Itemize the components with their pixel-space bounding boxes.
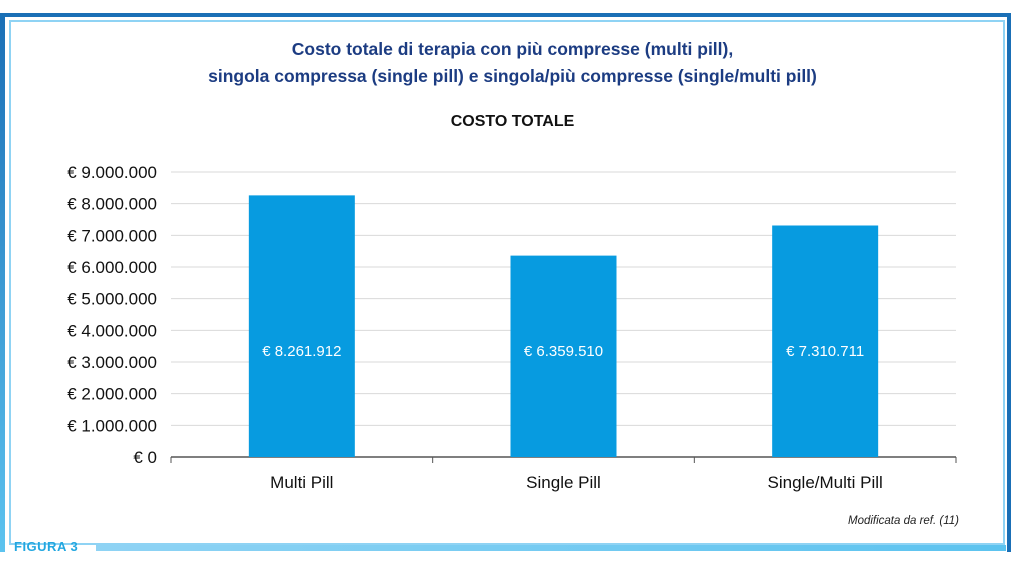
y-tick-label: € 5.000.000	[67, 290, 157, 309]
bar-single-pill	[510, 255, 617, 457]
bar-single-multi-pill	[772, 225, 879, 457]
y-tick-label: € 1.000.000	[67, 416, 157, 435]
x-category-label: Single Pill	[526, 473, 601, 492]
figure-title-line-2: singola compressa (single pill) e singol…	[208, 66, 817, 86]
figure-title: Costo totale di terapia con più compress…	[0, 36, 1025, 90]
y-tick-label: € 6.000.000	[67, 258, 157, 277]
outer-frame-left-edge	[0, 13, 5, 552]
outer-frame	[0, 13, 1011, 552]
y-tick-label: € 3.000.000	[67, 353, 157, 372]
y-tick-label: € 2.000.000	[67, 385, 157, 404]
x-category-label: Single/Multi Pill	[768, 473, 883, 492]
x-category-label: Multi Pill	[270, 473, 333, 492]
y-tick-label: € 4.000.000	[67, 321, 157, 340]
figure-label: FIGURA 3	[14, 539, 79, 554]
footnote: Modificata da ref. (11)	[847, 515, 959, 527]
bottom-rule	[96, 545, 1006, 551]
data-label: € 7.310.711	[786, 343, 864, 360]
y-tick-label: € 9.000.000	[67, 163, 157, 182]
y-tick-label: € 7.000.000	[67, 226, 157, 245]
figure-title-line-1: Costo totale di terapia con più compress…	[291, 39, 734, 59]
data-label: € 6.359.510	[524, 343, 603, 360]
data-label: € 8.261.912	[262, 343, 341, 360]
y-tick-label: € 8.000.000	[67, 195, 157, 214]
y-tick-label: € 0	[133, 448, 157, 467]
chart-title: COSTO TOTALE	[450, 113, 575, 130]
bar-multi-pill	[248, 195, 355, 457]
